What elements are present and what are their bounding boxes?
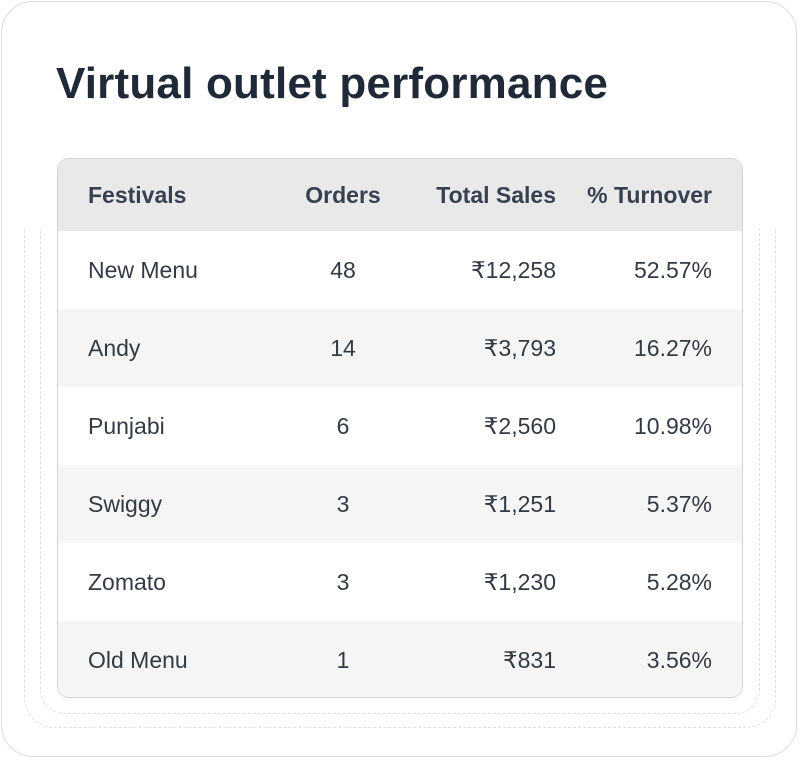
column-header-turnover: % Turnover — [587, 181, 712, 208]
turnover-cell: 3.56% — [646, 646, 712, 673]
column-header-orders: Orders — [305, 181, 381, 208]
column-header-total-sales: Total Sales — [436, 181, 556, 208]
total-sales-cell: ₹1,230 — [483, 568, 556, 595]
festival-cell: Zomato — [88, 568, 166, 595]
page-title: Virtual outlet performance — [56, 59, 609, 108]
decorative-dashed-outline-inner — [40, 228, 760, 714]
festival-cell: Andy — [88, 334, 141, 361]
decorative-dashed-outline-outer — [24, 228, 776, 728]
total-sales-cell: ₹2,560 — [483, 412, 556, 439]
festival-cell: Swiggy — [88, 490, 163, 517]
orders-cell: 3 — [336, 568, 350, 595]
festival-cell: Punjabi — [88, 412, 165, 439]
table-header-row: Festivals Orders Total Sales % Turnover — [58, 159, 742, 231]
table-row: Zomato 3 ₹1,230 5.28% — [58, 543, 742, 621]
table-row: Andy 14 ₹3,793 16.27% — [58, 309, 742, 387]
orders-cell: 48 — [330, 256, 356, 283]
performance-table-container: Festivals Orders Total Sales % Turnover … — [57, 158, 743, 698]
total-sales-cell: ₹1,251 — [483, 490, 556, 517]
performance-table: Festivals Orders Total Sales % Turnover … — [58, 159, 742, 697]
total-sales-cell: ₹12,258 — [471, 256, 556, 283]
table-row: Punjabi 6 ₹2,560 10.98% — [58, 387, 742, 465]
orders-cell: 6 — [336, 412, 350, 439]
total-sales-cell: ₹3,793 — [483, 334, 556, 361]
table-row: Old Menu 1 ₹831 3.56% — [58, 621, 742, 697]
orders-cell: 14 — [330, 334, 356, 361]
orders-cell: 3 — [336, 490, 350, 517]
festival-cell: Old Menu — [88, 646, 188, 673]
total-sales-cell: ₹831 — [502, 646, 556, 673]
turnover-cell: 5.28% — [646, 568, 712, 595]
orders-cell: 1 — [336, 646, 350, 673]
table-row: New Menu 48 ₹12,258 52.57% — [58, 231, 742, 309]
turnover-cell: 5.37% — [646, 490, 712, 517]
turnover-cell: 52.57% — [633, 256, 712, 283]
table-row: Swiggy 3 ₹1,251 5.37% — [58, 465, 742, 543]
turnover-cell: 10.98% — [633, 412, 712, 439]
festival-cell: New Menu — [88, 256, 198, 283]
column-header-festivals: Festivals — [88, 181, 187, 208]
turnover-cell: 16.27% — [633, 334, 712, 361]
